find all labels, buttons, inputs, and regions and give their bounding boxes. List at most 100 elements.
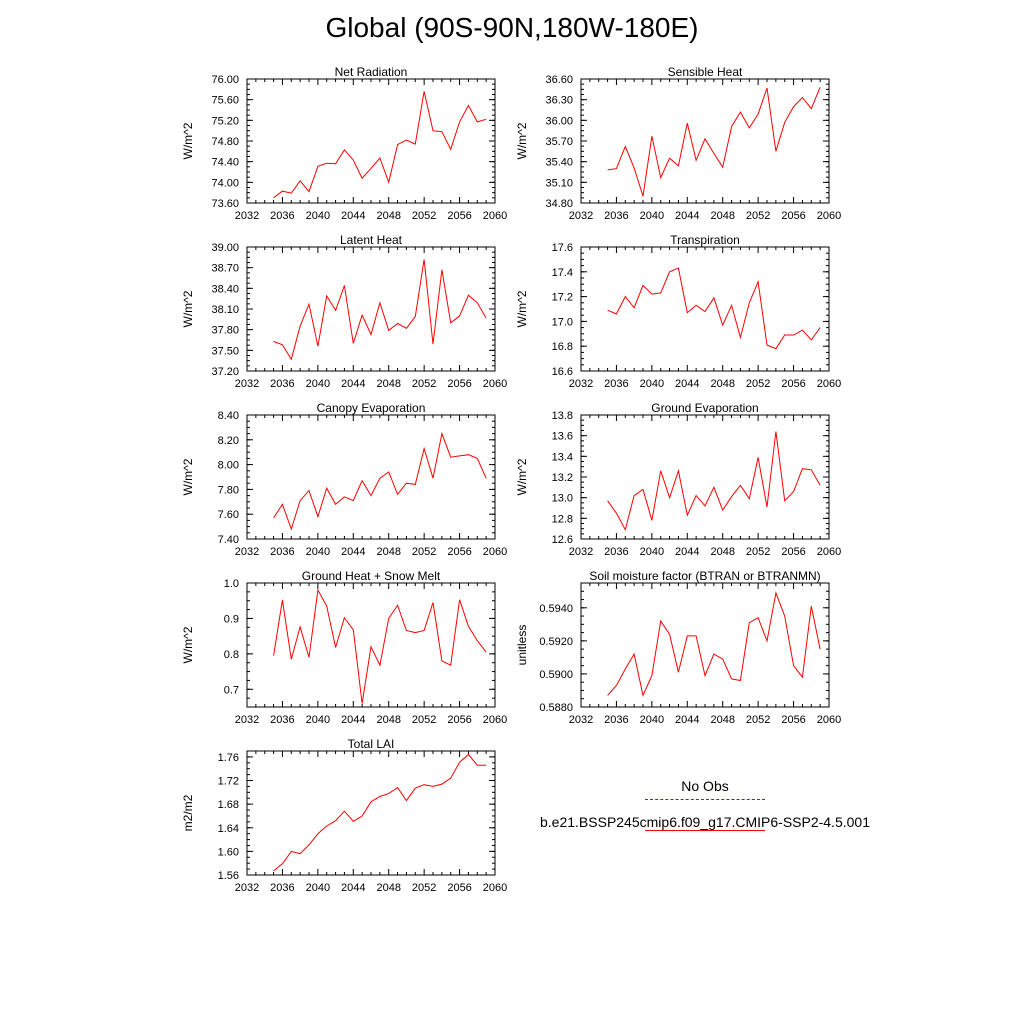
x-tick-label: 2032 xyxy=(569,546,593,558)
x-tick-label: 2048 xyxy=(376,714,400,726)
y-tick-label: 0.5880 xyxy=(539,702,573,714)
y-tick-label: 36.00 xyxy=(545,115,573,127)
y-tick-label: 1.76 xyxy=(218,752,239,764)
y-tick-label: 36.30 xyxy=(545,95,573,107)
x-tick-label: 2060 xyxy=(483,210,507,222)
x-tick-label: 2036 xyxy=(270,714,294,726)
y-tick-label: 1.68 xyxy=(218,799,239,811)
x-tick-label: 2052 xyxy=(746,210,770,222)
x-tick-label: 2056 xyxy=(447,714,471,726)
x-tick-label: 2060 xyxy=(817,378,841,390)
chart-panel-4: 2032 2036 2040 2044 2048 2052 2056 2060 7.40 7.60… xyxy=(181,401,507,558)
chart-panel-6: 2032 2036 2040 2044 2048 2052 2056 2060 0.7 0.8 0.… xyxy=(181,569,507,726)
x-tick-label: 2032 xyxy=(569,714,593,726)
x-tick-label: 2060 xyxy=(817,714,841,726)
y-axis-label: W/m^2 xyxy=(181,290,195,327)
y-tick-label: 7.60 xyxy=(218,509,239,521)
panel-title: Canopy Evaporation xyxy=(317,401,426,415)
x-tick-label: 2056 xyxy=(781,378,805,390)
y-tick-label: 35.10 xyxy=(545,177,573,189)
chart-panel-8: 2032 2036 2040 2044 2048 2052 2056 2060 1.56 1.60… xyxy=(181,737,507,894)
plot-frame xyxy=(580,414,830,540)
x-tick-label: 2056 xyxy=(447,882,471,894)
x-tick-label: 2052 xyxy=(412,378,436,390)
x-tick-label: 2056 xyxy=(447,210,471,222)
chart-panel-5: 2032 2036 2040 2044 2048 2052 2056 2060 12.6 12.8… xyxy=(515,401,841,558)
x-tick-label: 2048 xyxy=(710,378,734,390)
x-tick-label: 2056 xyxy=(447,378,471,390)
series-line xyxy=(607,591,821,697)
y-tick-label: 75.20 xyxy=(211,115,239,127)
y-axis-label: W/m^2 xyxy=(515,458,529,495)
y-tick-label: 8.40 xyxy=(218,410,239,422)
y-axis-label: m2/m2 xyxy=(181,794,195,831)
y-tick-label: 1.56 xyxy=(218,870,239,882)
panel-title: Net Radiation xyxy=(335,65,408,79)
y-tick-label: 35.70 xyxy=(545,136,573,148)
y-tick-label: 13.4 xyxy=(552,451,573,463)
series-line xyxy=(607,87,821,197)
panel-title: Soil moisture factor (BTRAN or BTRANMN) xyxy=(589,569,820,583)
y-axis-label: W/m^2 xyxy=(181,626,195,663)
x-tick-label: 2044 xyxy=(341,546,365,558)
y-tick-label: 35.40 xyxy=(545,157,573,169)
y-tick-label: 38.40 xyxy=(211,283,239,295)
y-tick-label: 0.8 xyxy=(224,649,239,661)
x-tick-label: 2036 xyxy=(270,210,294,222)
y-tick-label: 37.80 xyxy=(211,325,239,337)
y-tick-label: 16.8 xyxy=(552,341,573,353)
x-tick-label: 2036 xyxy=(604,546,628,558)
x-tick-label: 2052 xyxy=(746,378,770,390)
x-tick-label: 2040 xyxy=(306,714,330,726)
x-tick-label: 2040 xyxy=(640,378,664,390)
y-tick-label: 1.0 xyxy=(224,578,239,590)
y-tick-label: 0.9 xyxy=(224,613,239,625)
y-tick-label: 34.80 xyxy=(545,198,573,210)
plot-frame xyxy=(580,246,830,372)
y-tick-label: 74.40 xyxy=(211,157,239,169)
y-tick-label: 0.5920 xyxy=(539,636,573,648)
x-tick-label: 2052 xyxy=(412,714,436,726)
x-tick-label: 2048 xyxy=(376,546,400,558)
y-tick-label: 16.6 xyxy=(552,366,573,378)
series-line xyxy=(273,431,487,531)
y-axis-label: unitless xyxy=(515,625,529,666)
y-tick-label: 0.7 xyxy=(224,684,239,696)
y-axis-label: W/m^2 xyxy=(181,458,195,495)
panel-title: Total LAI xyxy=(348,737,395,751)
x-tick-label: 2056 xyxy=(781,546,805,558)
y-tick-label: 17.4 xyxy=(552,267,573,279)
y-tick-label: 38.10 xyxy=(211,304,239,316)
y-axis-label: W/m^2 xyxy=(515,290,529,327)
x-tick-label: 2060 xyxy=(817,546,841,558)
x-tick-label: 2044 xyxy=(341,378,365,390)
legend-model-line xyxy=(645,830,765,831)
x-tick-label: 2052 xyxy=(412,546,436,558)
y-tick-label: 74.80 xyxy=(211,136,239,148)
x-tick-label: 2060 xyxy=(817,210,841,222)
x-tick-label: 2044 xyxy=(675,714,699,726)
x-tick-label: 2032 xyxy=(235,546,259,558)
x-tick-label: 2060 xyxy=(483,546,507,558)
x-tick-label: 2060 xyxy=(483,378,507,390)
x-tick-label: 2052 xyxy=(412,882,436,894)
plot-frame xyxy=(246,750,496,876)
x-tick-label: 2040 xyxy=(306,882,330,894)
y-tick-label: 8.00 xyxy=(218,460,239,472)
y-tick-label: 39.00 xyxy=(211,242,239,254)
x-tick-label: 2048 xyxy=(710,714,734,726)
x-tick-label: 2048 xyxy=(376,882,400,894)
series-line xyxy=(273,91,487,199)
x-tick-label: 2032 xyxy=(235,714,259,726)
y-tick-label: 0.5940 xyxy=(539,603,573,615)
y-tick-label: 13.2 xyxy=(552,472,573,484)
y-tick-label: 37.50 xyxy=(211,345,239,357)
x-tick-label: 2044 xyxy=(675,378,699,390)
plot-frame xyxy=(580,78,830,204)
x-tick-label: 2032 xyxy=(235,210,259,222)
plot-frame xyxy=(246,78,496,204)
chart-panel-1: 2032 2036 2040 2044 2048 2052 2056 2060 34.80 35.… xyxy=(515,65,841,222)
y-tick-label: 74.00 xyxy=(211,177,239,189)
y-tick-label: 17.6 xyxy=(552,242,573,254)
y-tick-label: 7.40 xyxy=(218,534,239,546)
